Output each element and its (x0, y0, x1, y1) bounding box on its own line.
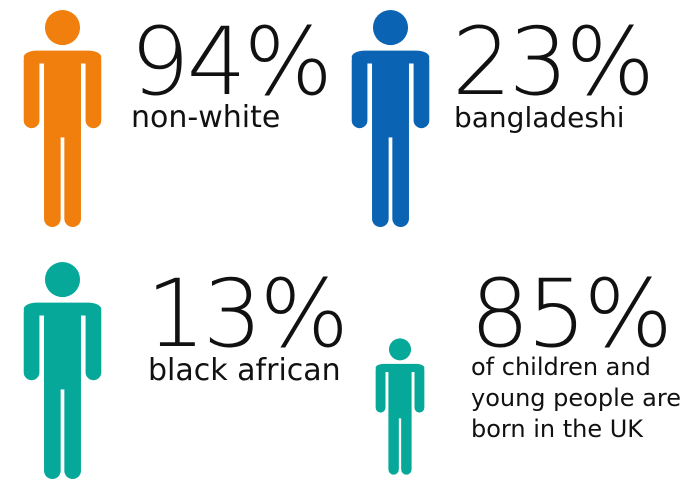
person-icon-graphic (23, 262, 102, 479)
child-icon (371, 338, 429, 475)
person-icon (16, 10, 109, 227)
stat-value-non-white: 94% (130, 8, 333, 117)
person-icon-graphic (351, 10, 430, 227)
person-icon (344, 10, 437, 227)
stat-value-black-african: 13% (146, 260, 349, 369)
person-icon-graphic (23, 10, 102, 227)
person-icon (16, 262, 109, 479)
stat-label-bangladeshi: bangladeshi (454, 101, 625, 134)
stat-label-born-in-uk: of children and young people are born in… (471, 353, 681, 444)
stat-label-black-african: black african (148, 353, 341, 388)
stat-label-non-white: non-white (131, 100, 281, 135)
stat-value-bangladeshi: 23% (452, 8, 655, 117)
stat-value-born-in-uk: 85% (470, 260, 673, 369)
child-icon-graphic (375, 338, 425, 475)
